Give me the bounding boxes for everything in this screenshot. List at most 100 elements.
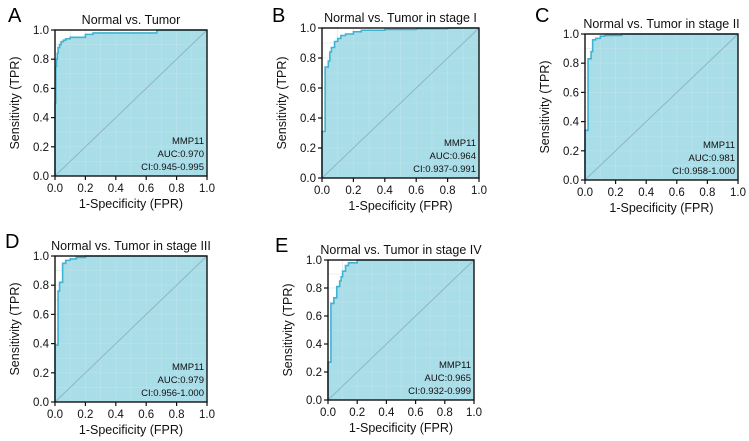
- y-tick-label: 0.4: [300, 113, 317, 125]
- y-tick-label: 0.4: [33, 113, 50, 125]
- y-tick-label: 0.0: [563, 175, 579, 187]
- reference-diagonal: [321, 27, 480, 179]
- annotation-line: MMP11: [172, 136, 204, 147]
- chart-title: Normal vs. Tumor in stage I: [324, 11, 477, 25]
- reference-diagonal: [584, 33, 739, 181]
- roc-curve: [584, 33, 738, 180]
- y-tick-label: 0.2: [33, 368, 49, 380]
- panel-label: E: [275, 235, 288, 257]
- x-axis-label: 1-Specificity (FPR): [79, 197, 183, 211]
- y-tick-label: 0.2: [306, 367, 322, 379]
- y-tick-label: 0.2: [33, 142, 49, 154]
- annotation-line: CI:0.932-0.999: [408, 386, 471, 397]
- x-axis-label: 1-Specificity (FPR): [349, 421, 453, 435]
- y-tick-label: 0.4: [33, 339, 50, 351]
- annotation-line: CI:0.958-1.000: [672, 166, 735, 177]
- y-axis-label: Sensitivity (TPR): [8, 282, 22, 375]
- x-axis-label: 1-Specificity (FPR): [79, 423, 183, 437]
- x-tick-label: 0.2: [345, 185, 361, 197]
- x-tick-label: 0.0: [320, 407, 336, 419]
- x-tick-label: 0.8: [437, 407, 453, 419]
- x-tick-label: 0.4: [108, 409, 125, 421]
- y-tick-label: 0.8: [306, 283, 322, 295]
- chart-title: Normal vs. Tumor in stage II: [583, 17, 739, 31]
- y-tick-label: 1.0: [33, 25, 49, 37]
- chart-title: Normal vs. Tumor in stage IV: [320, 243, 482, 257]
- annotation-line: CI:0.956-1.000: [141, 388, 204, 399]
- x-tick-label: 0.0: [47, 409, 63, 421]
- annotation-line: AUC:0.981: [689, 153, 735, 164]
- x-axis-label: 1-Specificity (FPR): [348, 199, 452, 213]
- x-tick-label: 0.6: [408, 185, 424, 197]
- y-tick-label: 0.0: [33, 397, 49, 409]
- x-tick-label: 0.4: [108, 183, 125, 195]
- y-axis-label: Sensitivity (TPR): [8, 56, 22, 149]
- roc-panel-e: E Normal vs. Tumor in stage IV 0.0 0.2 0.4 0.…: [275, 235, 482, 435]
- x-tick-label: 0.0: [314, 185, 330, 197]
- y-tick-label: 0.8: [300, 53, 316, 65]
- x-tick-label: 1.0: [199, 409, 215, 421]
- annotation-line: MMP11: [439, 360, 471, 371]
- y-tick-label: 0.6: [306, 311, 322, 323]
- annotation-line: AUC:0.965: [425, 373, 471, 384]
- plot-frame: [327, 259, 475, 401]
- y-axis-label: Sensitivity (TPR): [538, 60, 552, 153]
- y-axis-label: Sensitivity (TPR): [281, 283, 295, 376]
- annotation-line: MMP11: [172, 362, 204, 373]
- x-tick-label: 0.6: [138, 409, 154, 421]
- y-tick-label: 1.0: [33, 251, 49, 263]
- panel-label: B: [272, 5, 285, 27]
- y-tick-label: 0.2: [300, 143, 316, 155]
- panel-label: C: [535, 5, 549, 27]
- plot-frame: [321, 27, 480, 179]
- roc-panel-a: A Normal vs. Tumor 0.0 0.2 0.4 0.6 0.8 1.0 0.0 0.…: [8, 5, 215, 211]
- plot-frame: [54, 29, 208, 177]
- reference-diagonal: [54, 29, 208, 177]
- y-tick-label: 0.6: [33, 309, 49, 321]
- x-axis-label: 1-Specificity (FPR): [609, 201, 713, 215]
- x-tick-label: 0.8: [169, 409, 185, 421]
- x-tick-label: 0.8: [169, 183, 185, 195]
- roc-panel-c: C Normal vs. Tumor in stage II 0.0 0.2 0.4 0.…: [535, 5, 746, 215]
- x-tick-label: 1.0: [471, 185, 487, 197]
- plot-frame: [584, 33, 739, 181]
- x-tick-label: 1.0: [199, 183, 215, 195]
- x-tick-label: 0.6: [408, 407, 424, 419]
- roc-panel-b: B Normal vs. Tumor in stage I 0.0 0.2 0.4 0.6…: [272, 5, 487, 213]
- x-tick-label: 0.2: [608, 187, 624, 199]
- y-tick-label: 1.0: [306, 255, 322, 267]
- chart-title: Normal vs. Tumor: [82, 13, 181, 27]
- x-tick-label: 0.2: [77, 409, 93, 421]
- y-tick-label: 0.6: [300, 83, 316, 95]
- reference-diagonal: [327, 259, 475, 401]
- annotation-line: AUC:0.970: [158, 149, 204, 160]
- x-tick-label: 0.6: [669, 187, 685, 199]
- y-tick-label: 0.4: [306, 339, 323, 351]
- chart-title: Normal vs. Tumor in stage III: [51, 239, 211, 253]
- x-tick-label: 0.2: [77, 183, 93, 195]
- annotation-line: CI:0.937-0.991: [413, 164, 476, 175]
- annotation-line: MMP11: [444, 138, 476, 149]
- annotation-line: MMP11: [703, 140, 735, 151]
- x-tick-label: 1.0: [466, 407, 482, 419]
- y-tick-label: 0.0: [300, 173, 316, 185]
- x-tick-label: 1.0: [730, 187, 746, 199]
- roc-curve: [321, 27, 479, 178]
- x-tick-label: 0.8: [699, 187, 715, 199]
- y-axis-label: Sensitivity (TPR): [275, 56, 289, 149]
- panel-label: A: [8, 5, 22, 27]
- panel-label: D: [5, 231, 19, 253]
- x-tick-label: 0.4: [377, 185, 394, 197]
- y-tick-label: 0.0: [33, 171, 49, 183]
- y-tick-label: 1.0: [300, 23, 316, 35]
- x-tick-label: 0.4: [378, 407, 395, 419]
- y-tick-label: 0.0: [306, 395, 322, 407]
- x-tick-label: 0.6: [138, 183, 154, 195]
- roc-curve: [54, 29, 207, 176]
- y-tick-label: 0.8: [563, 58, 579, 70]
- x-tick-label: 0.4: [638, 187, 655, 199]
- roc-curve: [327, 259, 474, 400]
- annotation-line: AUC:0.979: [158, 375, 204, 386]
- x-tick-label: 0.0: [47, 183, 63, 195]
